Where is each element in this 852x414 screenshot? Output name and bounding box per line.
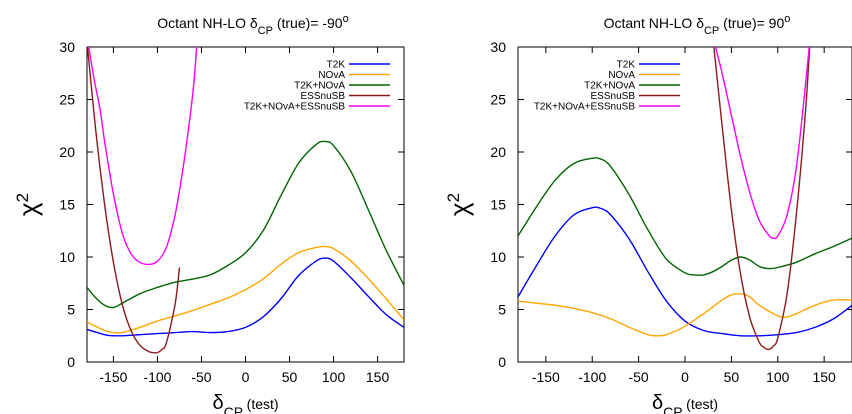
- x-axis-label: δCP (test): [212, 392, 278, 414]
- y-tick-label: 5: [498, 302, 506, 318]
- y-tick-label: 0: [498, 354, 506, 370]
- legend-label: NOvA: [318, 70, 345, 81]
- y-tick-label: 25: [59, 92, 75, 108]
- chart-panel-1: Octant NH-LO δCP (true)= -90o 0 5 10 15 20 25 3…: [13, 13, 405, 414]
- x-tick-label: -50: [628, 369, 648, 385]
- x-tick-label: 50: [724, 369, 740, 385]
- legend-label: T2K: [617, 60, 636, 71]
- series-line-t2k-nova-essnusb: [88, 47, 198, 266]
- legend-label: ESSnuSB: [301, 91, 346, 102]
- series-line-t2k-nova-essnusb: [714, 47, 810, 240]
- chart-title: Octant NH-LO δCP (true)= 90o: [604, 13, 791, 37]
- y-axis-label: χ2: [13, 193, 44, 216]
- x-tick-label: 0: [242, 369, 250, 385]
- x-tick-label: 0: [681, 369, 689, 385]
- x-tick-label: 150: [812, 369, 836, 385]
- series-line-nova: [518, 292, 852, 337]
- x-tick-label: 50: [282, 369, 298, 385]
- x-tick-label: -150: [532, 369, 560, 385]
- x-tick-label: -100: [143, 369, 171, 385]
- series-group: [87, 47, 404, 354]
- x-tick-label: 100: [322, 369, 346, 385]
- y-tick-label: 20: [59, 144, 75, 160]
- plot-frame: [86, 46, 405, 363]
- y-tick-label: 30: [59, 39, 75, 55]
- legend-label: NOvA: [608, 70, 635, 81]
- y-tick-label: 10: [59, 249, 75, 265]
- chart-panel-2: Octant NH-LO δCP (true)= 90o 0 5 10 15 20 25 30…: [444, 13, 852, 414]
- series-line-t2k: [518, 206, 852, 337]
- legend-label: T2K+NOvA: [584, 81, 635, 92]
- series-line-essnusb: [87, 47, 181, 354]
- plot-frame: [517, 46, 852, 363]
- x-tick-label: -100: [578, 369, 606, 385]
- series-line-nova: [87, 245, 404, 334]
- x-tick-label: 150: [366, 369, 390, 385]
- x-axis-label: δCP (test): [652, 392, 718, 414]
- y-tick-label: 20: [490, 144, 506, 160]
- y-tick-label: 0: [67, 354, 75, 370]
- series-line-essnusb: [713, 47, 811, 351]
- legend-label: T2K: [327, 60, 346, 71]
- x-tick-label: 100: [766, 369, 790, 385]
- legend-label: ESSnuSB: [591, 91, 636, 102]
- y-tick-label: 30: [490, 39, 506, 55]
- legend-label: T2K+NOvA: [294, 81, 345, 92]
- y-tick-label: 10: [490, 249, 506, 265]
- y-tick-label: 5: [67, 302, 75, 318]
- series-group: [518, 47, 852, 351]
- series-line-t2k-nova: [518, 157, 852, 276]
- x-tick-label: -50: [191, 369, 211, 385]
- legend-label: T2K+NOvA+ESSnuSB: [244, 102, 345, 113]
- legend-label: T2K+NOvA+ESSnuSB: [534, 102, 635, 113]
- y-tick-label: 15: [490, 197, 506, 213]
- series-line-t2k: [87, 257, 404, 337]
- x-tick-label: -150: [99, 369, 127, 385]
- y-tick-label: 25: [490, 92, 506, 108]
- series-line-t2k-nova: [87, 140, 404, 309]
- y-tick-label: 15: [59, 197, 75, 213]
- y-axis-label: χ2: [444, 193, 475, 216]
- chart-title: Octant NH-LO δCP (true)= -90o: [157, 13, 348, 37]
